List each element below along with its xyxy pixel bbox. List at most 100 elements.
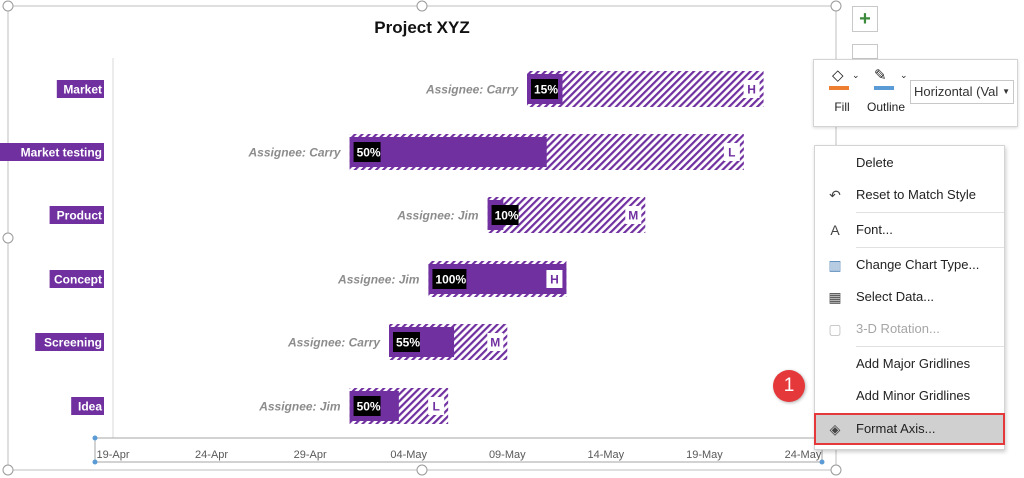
menu-item-select-data[interactable]: ▦ Select Data...: [815, 282, 1004, 312]
chart-elements-button[interactable]: +: [852, 6, 878, 32]
progress-label-bg: [353, 142, 381, 162]
x-tick-label: 24-May: [785, 449, 822, 461]
paint-bucket-icon: ◇: [832, 67, 844, 84]
progress-label: 50%: [357, 400, 381, 414]
task-row: Market 15% H Assignee: Carry: [56, 71, 764, 107]
menu-item-3-d-rotation[interactable]: ▢ 3-D Rotation...: [815, 314, 1004, 344]
task-label-bg: [56, 80, 104, 98]
priority-label-bg: [723, 143, 740, 161]
chevron-down-icon: ⌄: [900, 70, 908, 80]
select-data-icon: ▦: [828, 289, 842, 305]
menu-separator: [856, 247, 1004, 248]
dropdown-arrow-icon: ▼: [1002, 87, 1010, 96]
priority-label: H: [550, 273, 559, 287]
fill-button[interactable]: ◇ ⌄ Fill: [822, 64, 862, 114]
menu-item-label: Change Chart Type...: [856, 257, 980, 272]
task-label-bg: [35, 333, 105, 351]
task-label: Screening: [44, 336, 102, 350]
assignee-label: Assignee: Jim: [337, 273, 420, 287]
task-label: Product: [57, 209, 102, 223]
menu-separator: [856, 346, 1004, 347]
menu-item-add-minor-gridlines[interactable]: Add Minor Gridlines: [815, 381, 1004, 411]
chevron-down-icon: ⌄: [852, 70, 860, 80]
menu-item-reset-to-match-style[interactable]: ↶ Reset to Match Style: [815, 180, 1004, 210]
menu-item-label: Format Axis...: [856, 421, 936, 436]
task-label-bg: [0, 143, 105, 161]
duration-bar[interactable]: [527, 71, 764, 107]
priority-label: L: [728, 146, 735, 160]
task-row: Market testing 50% L Assignee: Carry: [0, 134, 744, 170]
progress-label-bg: [393, 332, 420, 352]
outline-button[interactable]: ✎ ⌄ Outline: [864, 64, 908, 114]
progress-label: 55%: [396, 336, 420, 350]
assignee-label: Assignee: Carry: [425, 83, 519, 97]
menu-item-font[interactable]: A Font...: [815, 215, 1004, 245]
task-label: Concept: [54, 273, 102, 287]
menu-item-label: Add Minor Gridlines: [856, 388, 971, 403]
menu-item-label: Reset to Match Style: [856, 187, 976, 202]
x-tick-label: 04-May: [390, 449, 427, 461]
chart-styles-button[interactable]: [852, 44, 878, 59]
rotation-icon: ▢: [828, 321, 842, 337]
task-row: Concept 100% H Assignee: Jim: [49, 261, 567, 297]
progress-label-bg: [353, 396, 381, 416]
x-tick-label: 29-Apr: [294, 449, 327, 461]
assignee-label: Assignee: Carry: [248, 146, 342, 160]
x-tick-label: 19-May: [686, 449, 723, 461]
progress-label-bg: [531, 79, 558, 99]
priority-label: H: [747, 83, 756, 97]
format-axis-icon: ◈: [829, 421, 841, 437]
priority-label-bg: [428, 397, 445, 415]
reset-style-icon: ↶: [829, 187, 841, 203]
priority-label: M: [490, 336, 500, 350]
plus-icon: +: [859, 8, 871, 30]
assignee-label: Assignee: Jim: [258, 400, 341, 414]
task-label-bg: [49, 206, 104, 224]
task-row: Product 10% M Assignee: Jim: [49, 197, 646, 233]
task-row: Idea 50% L Assignee: Jim: [71, 388, 449, 424]
priority-label-bg: [487, 333, 504, 351]
step-badge: 1: [773, 370, 805, 402]
priority-label-bg: [743, 80, 760, 98]
priority-label-bg: [546, 270, 563, 288]
task-label: Idea: [78, 400, 102, 414]
menu-item-change-chart-type[interactable]: ▥ Change Chart Type...: [815, 250, 1004, 280]
task-label-bg: [71, 397, 104, 415]
x-tick-label: 24-Apr: [195, 449, 228, 461]
progress-label: 15%: [534, 83, 558, 97]
chart-title: Project XYZ: [374, 18, 469, 37]
menu-item-add-major-gridlines[interactable]: Add Major Gridlines: [815, 349, 1004, 379]
pen-icon: ✎: [874, 67, 887, 84]
chart-type-icon: ▥: [828, 257, 842, 273]
menu-item-label: Select Data...: [856, 289, 935, 304]
progress-label-bg: [491, 205, 519, 225]
task-row: Screening 55% M Assignee: Carry: [35, 324, 508, 360]
assignee-label: Assignee: Jim: [396, 209, 479, 223]
font-icon: A: [830, 222, 840, 238]
progress-label: 100%: [435, 273, 466, 287]
x-tick-label: 09-May: [489, 449, 526, 461]
menu-item-label: 3-D Rotation...: [856, 321, 940, 336]
outline-label: Outline: [866, 100, 906, 114]
assignee-label: Assignee: Carry: [287, 336, 381, 350]
select-value: Horizontal (Val: [914, 84, 999, 99]
priority-label: M: [628, 209, 638, 223]
menu-item-label: Delete: [856, 155, 894, 170]
progress-label: 50%: [357, 146, 381, 160]
menu-item-delete[interactable]: Delete: [815, 148, 1004, 178]
x-axis-selection[interactable]: [94, 437, 823, 463]
x-tick-label: 14-May: [588, 449, 625, 461]
chart-element-select[interactable]: Horizontal (Val ▼: [910, 80, 1014, 104]
menu-item-format-axis[interactable]: ◈ Format Axis...: [814, 413, 1005, 445]
task-label: Market: [63, 83, 102, 97]
task-label-bg: [49, 270, 104, 288]
task-label: Market testing: [21, 146, 102, 160]
context-menu: Delete ↶ Reset to Match Style A Font... ▥ Chan…: [814, 145, 1005, 450]
menu-item-label: Add Major Gridlines: [856, 356, 971, 371]
progress-bar[interactable]: [349, 137, 547, 167]
progress-label: 10%: [495, 209, 519, 223]
priority-label-bg: [625, 206, 642, 224]
menu-separator: [856, 212, 1004, 213]
x-tick-label: 19-Apr: [96, 449, 129, 461]
